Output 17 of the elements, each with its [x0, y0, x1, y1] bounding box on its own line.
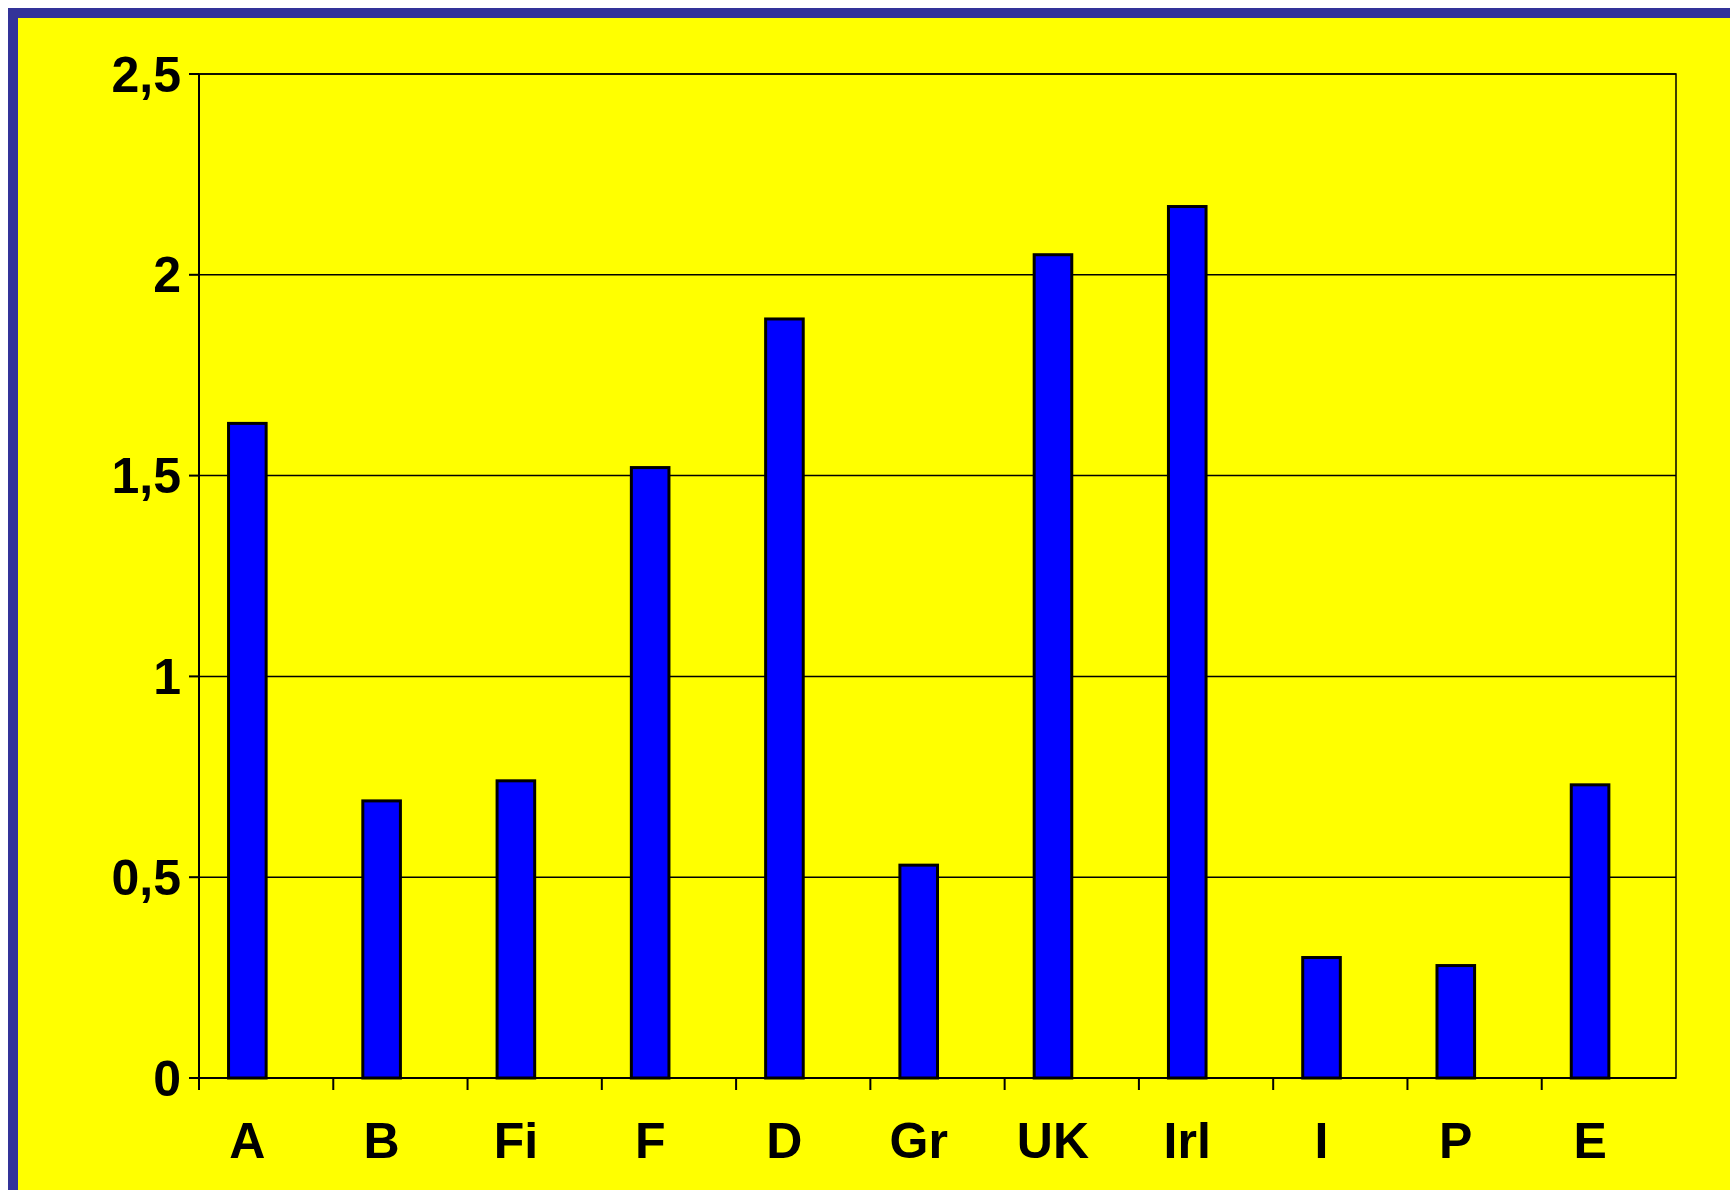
x-tick-label: F — [634, 1113, 666, 1169]
x-tick-label: P — [1439, 1113, 1473, 1169]
x-tick-label: Fi — [493, 1113, 539, 1169]
x-tick-label: Irl — [1163, 1113, 1211, 1169]
y-tick-label: 1,5 — [111, 448, 181, 505]
x-tick-label: I — [1314, 1113, 1329, 1169]
x-tick-label: A — [229, 1113, 266, 1169]
y-tick-label: 2,5 — [111, 46, 181, 103]
y-tick-label: 1 — [153, 648, 181, 705]
y-tick-label: 2 — [153, 247, 181, 304]
x-tick-label: B — [363, 1113, 400, 1169]
x-tick-label: E — [1573, 1113, 1607, 1169]
y-tick-label: 0 — [153, 1050, 181, 1107]
x-tick-label: D — [766, 1113, 803, 1169]
y-tick-label: 0,5 — [111, 849, 181, 906]
x-tick-label: UK — [1016, 1113, 1090, 1169]
x-tick-label: Gr — [889, 1113, 948, 1169]
